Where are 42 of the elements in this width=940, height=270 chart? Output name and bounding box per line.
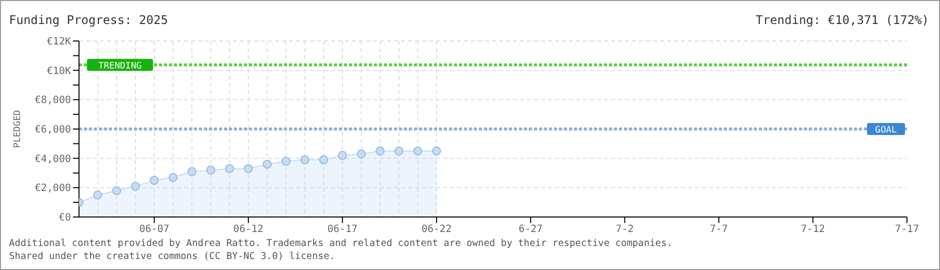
x-tick-label: 06-12	[233, 224, 264, 236]
x-tick-label: 7-17	[894, 224, 920, 236]
point	[338, 150, 347, 160]
x-tick-label: 7-7	[710, 224, 728, 236]
text: Trending: €10,371 (172%)	[756, 13, 929, 27]
y-tick-label: €0	[58, 212, 71, 224]
point	[319, 155, 328, 164]
point	[413, 146, 422, 156]
point	[300, 155, 310, 164]
point	[432, 146, 442, 156]
point	[244, 164, 253, 174]
point	[93, 190, 102, 200]
x-tick-label: 7-2	[616, 224, 634, 236]
point	[130, 182, 140, 191]
point	[150, 176, 159, 185]
y-tick-label: €2,000	[34, 183, 71, 194]
point	[262, 160, 272, 169]
x-tick-label: 06-07	[139, 224, 170, 236]
y-tick-label: €8,000	[34, 95, 71, 106]
y-tick-label: €6,000	[34, 124, 71, 136]
point	[225, 164, 234, 174]
point	[376, 146, 385, 156]
point	[112, 186, 122, 196]
y-axis-title: PLEDGED	[13, 110, 24, 148]
x-tick-label: 06-17	[327, 224, 358, 236]
point	[356, 149, 366, 158]
x-tick-label: 06-22	[421, 224, 452, 236]
point	[168, 172, 178, 182]
text: Additional content provided by Andrea Ratto. Trademarks and related content are owned by their respective companies.	[9, 238, 672, 249]
y-tick-label: €12K	[46, 36, 71, 48]
point	[282, 156, 290, 166]
y-tick-label: €4,000	[34, 154, 71, 165]
point	[187, 167, 196, 176]
ref-line-label: TRENDING	[98, 61, 142, 72]
x-tick-label: 6-27	[518, 224, 543, 236]
point	[206, 166, 216, 175]
text: Shared under the creative commons (CC BY-NC 3.0) license.	[9, 251, 336, 262]
chart-title: Funding Progress: 2025	[9, 13, 168, 27]
point	[394, 146, 404, 156]
ref-line-label: GOAL	[875, 126, 897, 136]
x-tick-label: 7-12	[800, 224, 825, 236]
y-tick-label: €10K	[46, 66, 71, 77]
